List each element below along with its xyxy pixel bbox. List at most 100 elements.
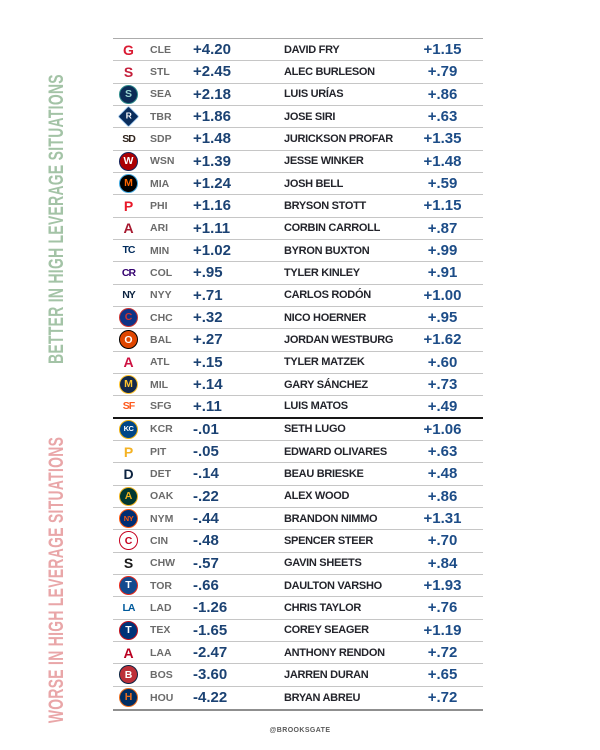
player-value: +.49 xyxy=(427,397,458,415)
table-row: KC KCR -.01 SETH LUGO +1.06 xyxy=(113,419,483,441)
table-row: S CHW -.57 GAVIN SHEETS +.84 xyxy=(113,553,483,575)
team-abbr: BAL xyxy=(150,333,172,346)
team-logo-icon: C xyxy=(119,308,138,328)
team-abbr: SFG xyxy=(150,400,172,413)
player-value: +.95 xyxy=(427,309,458,327)
player-value: +1.62 xyxy=(423,331,462,349)
team-value: +1.39 xyxy=(193,152,231,170)
team-abbr: LAA xyxy=(150,646,172,659)
table-row: SF SFG +.11 LUIS MATOS +.49 xyxy=(113,396,483,419)
team-logo-icon: T xyxy=(119,620,138,640)
player-value: +1.35 xyxy=(423,130,462,148)
player-name: DAULTON VARSHO xyxy=(284,579,382,592)
table-row: SD SDP +1.48 JURICKSON PROFAR +1.35 xyxy=(113,128,483,151)
better-section-label: BETTER IN HIGH LEVERAGE SITUATIONS xyxy=(45,74,68,364)
team-abbr: NYM xyxy=(150,512,174,525)
team-value: +.15 xyxy=(193,353,223,371)
table-row: D DET -.14 BEAU BRIESKE +.48 xyxy=(113,463,483,486)
team-logo-icon: S xyxy=(123,63,134,80)
player-value: +.59 xyxy=(427,175,458,193)
team-abbr: KCR xyxy=(150,423,173,436)
player-name: JOSE SIRI xyxy=(284,110,336,123)
player-value: +1.93 xyxy=(423,577,462,595)
player-name: GARY SÁNCHEZ xyxy=(284,378,368,391)
team-value: +.32 xyxy=(193,309,223,327)
team-abbr: NYY xyxy=(150,289,172,302)
team-abbr: CHC xyxy=(150,311,173,324)
team-value: -.66 xyxy=(193,577,219,595)
team-value: +.27 xyxy=(193,331,223,349)
player-value: +.63 xyxy=(427,443,458,461)
team-abbr: CIN xyxy=(150,534,169,547)
player-value: +1.00 xyxy=(423,286,462,304)
player-value: +.87 xyxy=(427,219,458,237)
team-value: +1.11 xyxy=(193,219,231,237)
player-name: SETH LUGO xyxy=(284,423,346,436)
team-abbr: ARI xyxy=(150,222,169,235)
table-row: W WSN +1.39 JESSE WINKER +1.48 xyxy=(113,151,483,173)
credit-watermark: @BROOKSGATE xyxy=(269,727,331,734)
team-logo-icon: S xyxy=(123,555,134,572)
table-row: C CHC +.32 NICO HOERNER +.95 xyxy=(113,307,483,330)
player-name: CARLOS RODÓN xyxy=(284,289,371,302)
team-value: -4.22 xyxy=(193,689,228,707)
team-value: +1.16 xyxy=(193,197,231,215)
player-name: BEAU BRIESKE xyxy=(284,467,364,480)
player-value: +.70 xyxy=(427,532,458,550)
team-value: -.14 xyxy=(193,465,219,483)
team-value: -2.47 xyxy=(193,644,228,662)
table-row: NY NYM -.44 BRANDON NIMMO +1.31 xyxy=(113,508,483,531)
table-row: T TOR -.66 DAULTON VARSHO +1.93 xyxy=(113,575,483,598)
table-row: M MIA +1.24 JOSH BELL +.59 xyxy=(113,173,483,196)
team-logo-icon: P xyxy=(123,443,134,460)
player-name: JOSH BELL xyxy=(284,177,344,190)
team-abbr: SDP xyxy=(150,132,172,145)
team-logo-icon: LA xyxy=(122,601,136,614)
team-abbr: HOU xyxy=(150,691,174,704)
team-value: -.44 xyxy=(193,510,219,528)
team-abbr: PIT xyxy=(150,445,167,458)
team-abbr: WSN xyxy=(150,155,175,168)
team-abbr: MIL xyxy=(150,378,169,391)
player-name: JORDAN WESTBURG xyxy=(284,333,394,346)
player-value: +.79 xyxy=(427,63,458,81)
player-name: ANTHONY RENDON xyxy=(284,646,385,659)
player-name: ALEX WOOD xyxy=(284,490,350,503)
player-name: CHRIS TAYLOR xyxy=(284,601,362,614)
table-row: A LAA -2.47 ANTHONY RENDON +.72 xyxy=(113,642,483,665)
table-row: TC MIN +1.02 BYRON BUXTON +.99 xyxy=(113,240,483,263)
team-abbr: COL xyxy=(150,266,173,279)
table-row: NY NYY +.71 CARLOS RODÓN +1.00 xyxy=(113,285,483,307)
player-value: +.65 xyxy=(427,666,458,684)
player-value: +.72 xyxy=(427,689,458,707)
table-row: C CIN -.48 SPENCER STEER +.70 xyxy=(113,530,483,553)
player-value: +1.19 xyxy=(423,621,462,639)
team-value: +2.18 xyxy=(193,85,231,103)
team-logo-icon: M xyxy=(119,375,138,395)
team-logo-icon: A xyxy=(123,354,134,371)
team-abbr: MIN xyxy=(150,244,170,257)
player-value: +.72 xyxy=(427,644,458,662)
team-logo-icon: NY xyxy=(122,289,136,302)
team-logo-icon: SF xyxy=(122,400,135,413)
team-value: +1.86 xyxy=(193,108,231,126)
player-value: +1.48 xyxy=(423,152,462,170)
team-abbr: SEA xyxy=(150,88,172,101)
player-name: CORBIN CARROLL xyxy=(284,222,381,235)
team-value: +.11 xyxy=(193,397,222,415)
table-row: B BOS -3.60 JARREN DURAN +.65 xyxy=(113,664,483,687)
team-abbr: STL xyxy=(150,65,170,78)
player-value: +1.06 xyxy=(423,420,462,438)
team-logo-icon: W xyxy=(119,151,138,171)
player-name: JURICKSON PROFAR xyxy=(284,132,393,145)
table-row: R TBR +1.86 JOSE SIRI +.63 xyxy=(113,105,483,129)
team-abbr: OAK xyxy=(150,490,174,503)
team-logo-icon: NY xyxy=(119,509,138,529)
team-value: -.57 xyxy=(193,554,219,572)
player-value: +1.15 xyxy=(423,197,462,215)
team-value: -.05 xyxy=(193,443,219,461)
table-row: S SEA +2.18 LUIS URÍAS +.86 xyxy=(113,84,483,106)
player-name: LUIS MATOS xyxy=(284,400,348,413)
table-row: P PIT -.05 EDWARD OLIVARES +.63 xyxy=(113,441,483,464)
team-abbr: TOR xyxy=(150,579,172,592)
